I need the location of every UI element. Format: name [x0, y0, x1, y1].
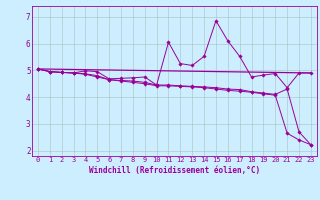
X-axis label: Windchill (Refroidissement éolien,°C): Windchill (Refroidissement éolien,°C) — [89, 166, 260, 175]
